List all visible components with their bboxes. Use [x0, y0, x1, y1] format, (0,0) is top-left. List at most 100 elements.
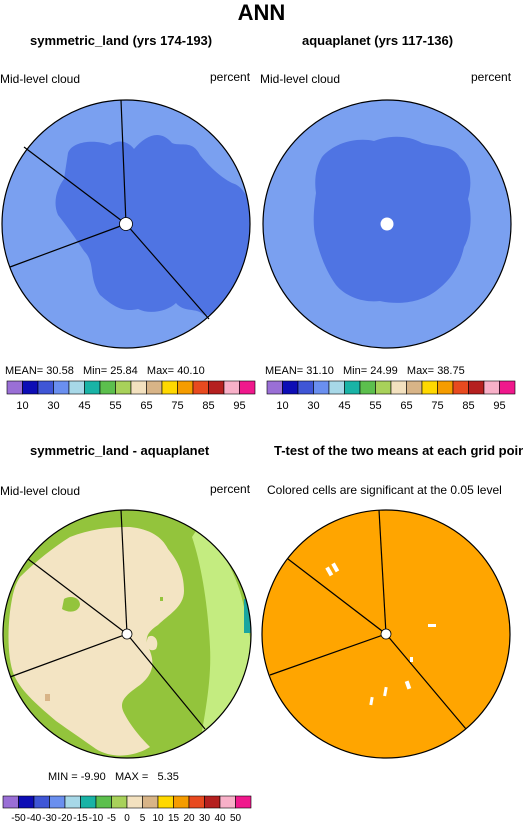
colorbar-tick-label: 75 — [171, 400, 183, 412]
panel3-stats: MIN = -9.90 MAX = 5.35 — [48, 771, 179, 783]
panel4-nonsignificant-cell — [325, 566, 334, 577]
colorbar-swatch — [157, 795, 174, 809]
panel2-variable-label: Mid-level cloud — [260, 72, 341, 86]
colorbar-swatch — [219, 795, 236, 809]
colorbar-swatch — [146, 380, 163, 395]
colorbar-swatch — [142, 795, 159, 809]
colorbar-tick-label: -20 — [58, 813, 73, 824]
colorbar-swatch — [115, 380, 132, 395]
colorbar-swatch — [359, 380, 376, 395]
panel1-variable-label: Mid-level cloud — [0, 72, 81, 86]
colorbar-swatch — [452, 380, 469, 395]
colorbar-swatch — [33, 795, 50, 809]
colorbar-swatch — [95, 795, 112, 809]
panel1-max-label: Max= — [146, 365, 175, 377]
panel4-nonsignificant-cell — [428, 624, 436, 627]
panel3-green-island — [62, 597, 80, 612]
colorbar-tick-label: 95 — [493, 400, 505, 412]
panel2-mean-label: MEAN= — [265, 365, 304, 377]
panel1-polar-map — [1, 99, 251, 349]
colorbar-swatch — [49, 795, 66, 809]
panel3-min-value: -9.90 — [80, 771, 106, 783]
colorbar-tick-label: -10 — [89, 813, 104, 824]
panel3-meridian — [120, 509, 128, 635]
colorbar-swatch — [390, 380, 407, 395]
colorbar-swatch — [499, 380, 516, 395]
panel4-boundary — [261, 509, 511, 759]
colorbar-swatch — [421, 380, 438, 395]
colorbar-swatch — [84, 380, 101, 395]
panel2-min-value: 24.99 — [370, 365, 398, 377]
panel2-polar-map — [262, 99, 512, 349]
panel4-title: T-test of the two means at each grid poi… — [274, 443, 523, 458]
colorbar-tick-label: 55 — [369, 400, 381, 412]
panel4-nonsignificant-cell — [404, 680, 412, 690]
colorbar-swatch — [177, 380, 194, 395]
colorbar-swatch — [130, 380, 147, 395]
panel4-polar-map — [261, 509, 511, 759]
colorbar-tick-label: 40 — [214, 813, 226, 824]
panel1-meridian — [23, 146, 127, 225]
panel1-min-value: 25.84 — [110, 365, 138, 377]
panel3-units-label: percent — [210, 482, 251, 496]
colorbar-swatch — [266, 380, 283, 395]
colorbar-tick-label: 45 — [78, 400, 90, 412]
panel3-polar-map — [2, 509, 252, 759]
panel1-units-label: percent — [210, 70, 251, 84]
colorbar-tick-label: 50 — [230, 813, 242, 824]
colorbar-tick-label: 10 — [16, 400, 28, 412]
panel4-meridian — [385, 633, 467, 730]
colorbar-swatch — [22, 380, 39, 395]
colorbar-tick-label: 20 — [183, 813, 195, 824]
panel1-title: symmetric_land (yrs 174-193) — [30, 33, 213, 48]
colorbar-tick-label: 10 — [276, 400, 288, 412]
colorbar-swatch — [204, 795, 221, 809]
panel1-stats: MEAN= 30.58 Min= 25.84 Max= 40.10 — [5, 365, 205, 377]
colorbar-tick-label: 85 — [202, 400, 214, 412]
panel3-tan-spot — [45, 694, 50, 701]
panel3-green-spot — [160, 597, 163, 601]
panel4-nonsignificant-cells — [325, 562, 436, 706]
colorbar-swatch — [223, 380, 240, 395]
panel1-meridian — [9, 223, 127, 268]
colorbar-swatch — [375, 380, 392, 395]
colorbar-swatch — [282, 380, 299, 395]
colorbar-swatch — [2, 795, 19, 809]
colorbar-tick-label: -15 — [73, 813, 88, 824]
colorbar-tick-label: 30 — [47, 400, 59, 412]
colorbar-swatch — [468, 380, 485, 395]
colorbar-swatch — [126, 795, 143, 809]
colorbar-tick-label: 75 — [431, 400, 443, 412]
panel2-colorbar: 10 30 45 55 65 75 85 95 — [266, 380, 516, 412]
panel1-min-label: Min= — [82, 365, 108, 377]
colorbar-tick-label: -5 — [107, 813, 116, 824]
colorbar-swatch — [297, 380, 314, 395]
panel3-teal-region — [244, 599, 251, 633]
colorbar-tick-label: 65 — [400, 400, 412, 412]
colorbar-swatch — [239, 380, 256, 395]
panel1-meridian — [120, 99, 127, 225]
colorbar-swatch — [18, 795, 35, 809]
colorbar-swatch — [80, 795, 97, 809]
panel4-subtitle: Colored cells are significant at the 0.0… — [267, 483, 502, 497]
panel3-meridian — [27, 558, 128, 635]
panel3-max-value: 5.35 — [157, 771, 179, 783]
colorbar-swatch — [188, 795, 205, 809]
panel3-colorbar: -50 -40 -30 -20 -15 -10 -5 0 5 10 15 20 30 40 50 — [2, 795, 252, 824]
panel2-units-label: percent — [471, 70, 512, 84]
panel3-min-label: MIN = — [48, 771, 78, 783]
colorbar-swatch — [99, 380, 116, 395]
panel2-max-value: 38.75 — [437, 365, 465, 377]
panel1-meridian — [125, 223, 210, 320]
panel2-max-label: Max= — [406, 365, 435, 377]
panel3-beige-island — [146, 635, 158, 651]
panel2-min-label: Min= — [342, 365, 368, 377]
panel4-nonsignificant-cell — [369, 696, 374, 706]
colorbar-swatch — [235, 795, 252, 809]
panel1-mean-value: 30.58 — [46, 365, 74, 377]
colorbar-swatch — [483, 380, 500, 395]
panel4-nonsignificant-cell — [410, 657, 413, 662]
panel3-meridian — [126, 633, 206, 730]
main-title: ANN — [237, 0, 286, 25]
panel3-pole-marker — [121, 628, 133, 640]
